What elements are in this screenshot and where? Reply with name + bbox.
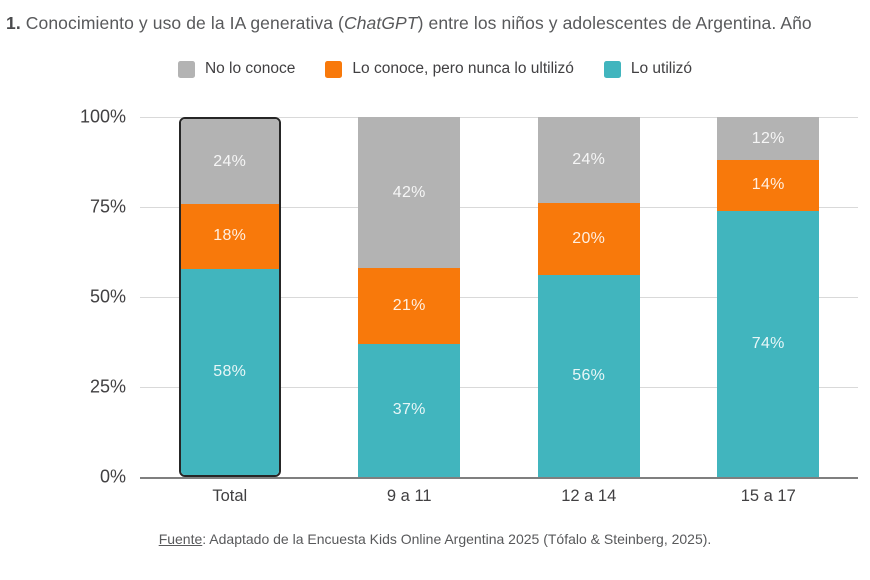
bar-12-a-14: 24% 20% 56% (537, 117, 640, 477)
legend-swatch-lo-utiliz (603, 60, 621, 78)
bar-segment-12-a-14-no-lo-conoce: 24% (537, 117, 640, 204)
legend-label: Lo conoce, pero nunca lo ultilizó (352, 60, 574, 77)
segment-value-label: 18% (213, 227, 247, 245)
bar-column-15-a-17: 12% 14% 74% (679, 117, 859, 477)
segment-value-label: 12% (751, 129, 785, 147)
legend-item-lo-utiliz: Lo utilizó (603, 60, 693, 78)
figure-title-text: Conocimiento y uso de la IA generativa ( (20, 13, 344, 33)
segment-value-label: 24% (572, 151, 606, 169)
y-tick-label-50: 50% (89, 286, 126, 307)
x-tick-label-9-a-11: 9 a 11 (386, 487, 432, 505)
y-tick-label-100: 100% (79, 106, 126, 127)
legend-item-lo-conoce-pero-nunca-lo-ultiliz: Lo conoce, pero nunca lo ultilizó (325, 60, 574, 78)
segment-value-label: 58% (213, 362, 247, 380)
segment-value-label: 14% (751, 176, 785, 194)
bar-segment-total-lo-utiliz: 58% (180, 268, 279, 475)
figure-title: 1. Conocimiento y uso de la IA generativ… (6, 13, 870, 34)
segment-value-label: 37% (392, 401, 426, 419)
legend-label: Lo utilizó (630, 60, 693, 77)
gridline-100 (140, 117, 858, 118)
bar-column-9-a-11: 42% 21% 37% (320, 117, 500, 477)
gridline-75 (140, 207, 858, 208)
x-tick-label-12-a-14: 12 a 14 (561, 487, 617, 505)
segment-value-label: 21% (392, 296, 426, 314)
bar-segment-15-a-17-lo-utiliz: 74% (717, 210, 820, 477)
bar-segment-9-a-11-lo-utiliz: 37% (358, 343, 461, 477)
chart-legend: No lo conoce Lo conoce, pero nunca lo ult… (0, 60, 870, 78)
figure-number: 1. (6, 13, 21, 33)
bar-total: 24% 18% 58% (178, 117, 281, 477)
x-axis-labels: Total 9 a 11 12 a 14 15 a 17 (140, 487, 858, 506)
bar-segment-12-a-14-lo-utiliz: 56% (537, 275, 640, 477)
segment-value-label: 56% (572, 367, 606, 385)
gridline-50 (140, 297, 858, 298)
bar-segment-12-a-14-lo-conoce-pero-nunca-lo-ultiliz: 20% (537, 203, 640, 276)
source-note: Fuente: Adaptado de la Encuesta Kids Onl… (0, 531, 870, 547)
bar-segment-9-a-11-lo-conoce-pero-nunca-lo-ultiliz: 21% (358, 268, 461, 344)
segment-value-label: 24% (213, 152, 247, 170)
source-text: : Adaptado de la Encuesta Kids Online Ar… (202, 531, 712, 547)
bar-segment-total-lo-conoce-pero-nunca-lo-ultiliz: 18% (180, 204, 279, 269)
segment-value-label: 74% (751, 334, 785, 352)
y-tick-label-75: 75% (89, 196, 126, 217)
legend-item-no-lo-conoce: No lo conoce (177, 60, 296, 78)
plot-area: 24% 18% 58% 42% 21% 37% 24% 20% 56% 12% 14% 74% (140, 117, 858, 479)
legend-swatch-no-lo-conoce (177, 60, 195, 78)
bar-segment-9-a-11-no-lo-conoce: 42% (358, 117, 461, 269)
bars: 24% 18% 58% 42% 21% 37% 24% 20% 56% 12% 14% 74% (140, 117, 858, 477)
bar-15-a-17: 12% 14% 74% (717, 117, 820, 477)
bar-segment-total-no-lo-conoce: 24% (180, 119, 279, 205)
y-tick-label-25: 25% (89, 376, 126, 397)
bar-segment-15-a-17-lo-conoce-pero-nunca-lo-ultiliz: 14% (717, 160, 820, 211)
bar-column-total: 24% 18% 58% (140, 117, 320, 477)
segment-value-label: 42% (392, 183, 426, 201)
gridline-25 (140, 387, 858, 388)
bar-9-a-11: 42% 21% 37% (358, 117, 461, 477)
bar-segment-15-a-17-no-lo-conoce: 12% (717, 117, 820, 161)
segment-value-label: 20% (572, 230, 606, 248)
figure-title-text-end: ) entre los niños y adolescentes de Arge… (417, 13, 812, 33)
x-tick-label-15-a-17: 15 a 17 (740, 487, 796, 505)
bar-column-12-a-14: 24% 20% 56% (499, 117, 679, 477)
source-label: Fuente (158, 531, 203, 547)
y-tick-label-0: 0% (99, 466, 126, 487)
figure-title-italic: ChatGPT (343, 13, 418, 33)
legend-label: No lo conoce (204, 60, 296, 77)
x-tick-label-total: Total (212, 487, 248, 505)
legend-swatch-lo-conoce-pero-nunca-lo-ultiliz (325, 60, 343, 78)
